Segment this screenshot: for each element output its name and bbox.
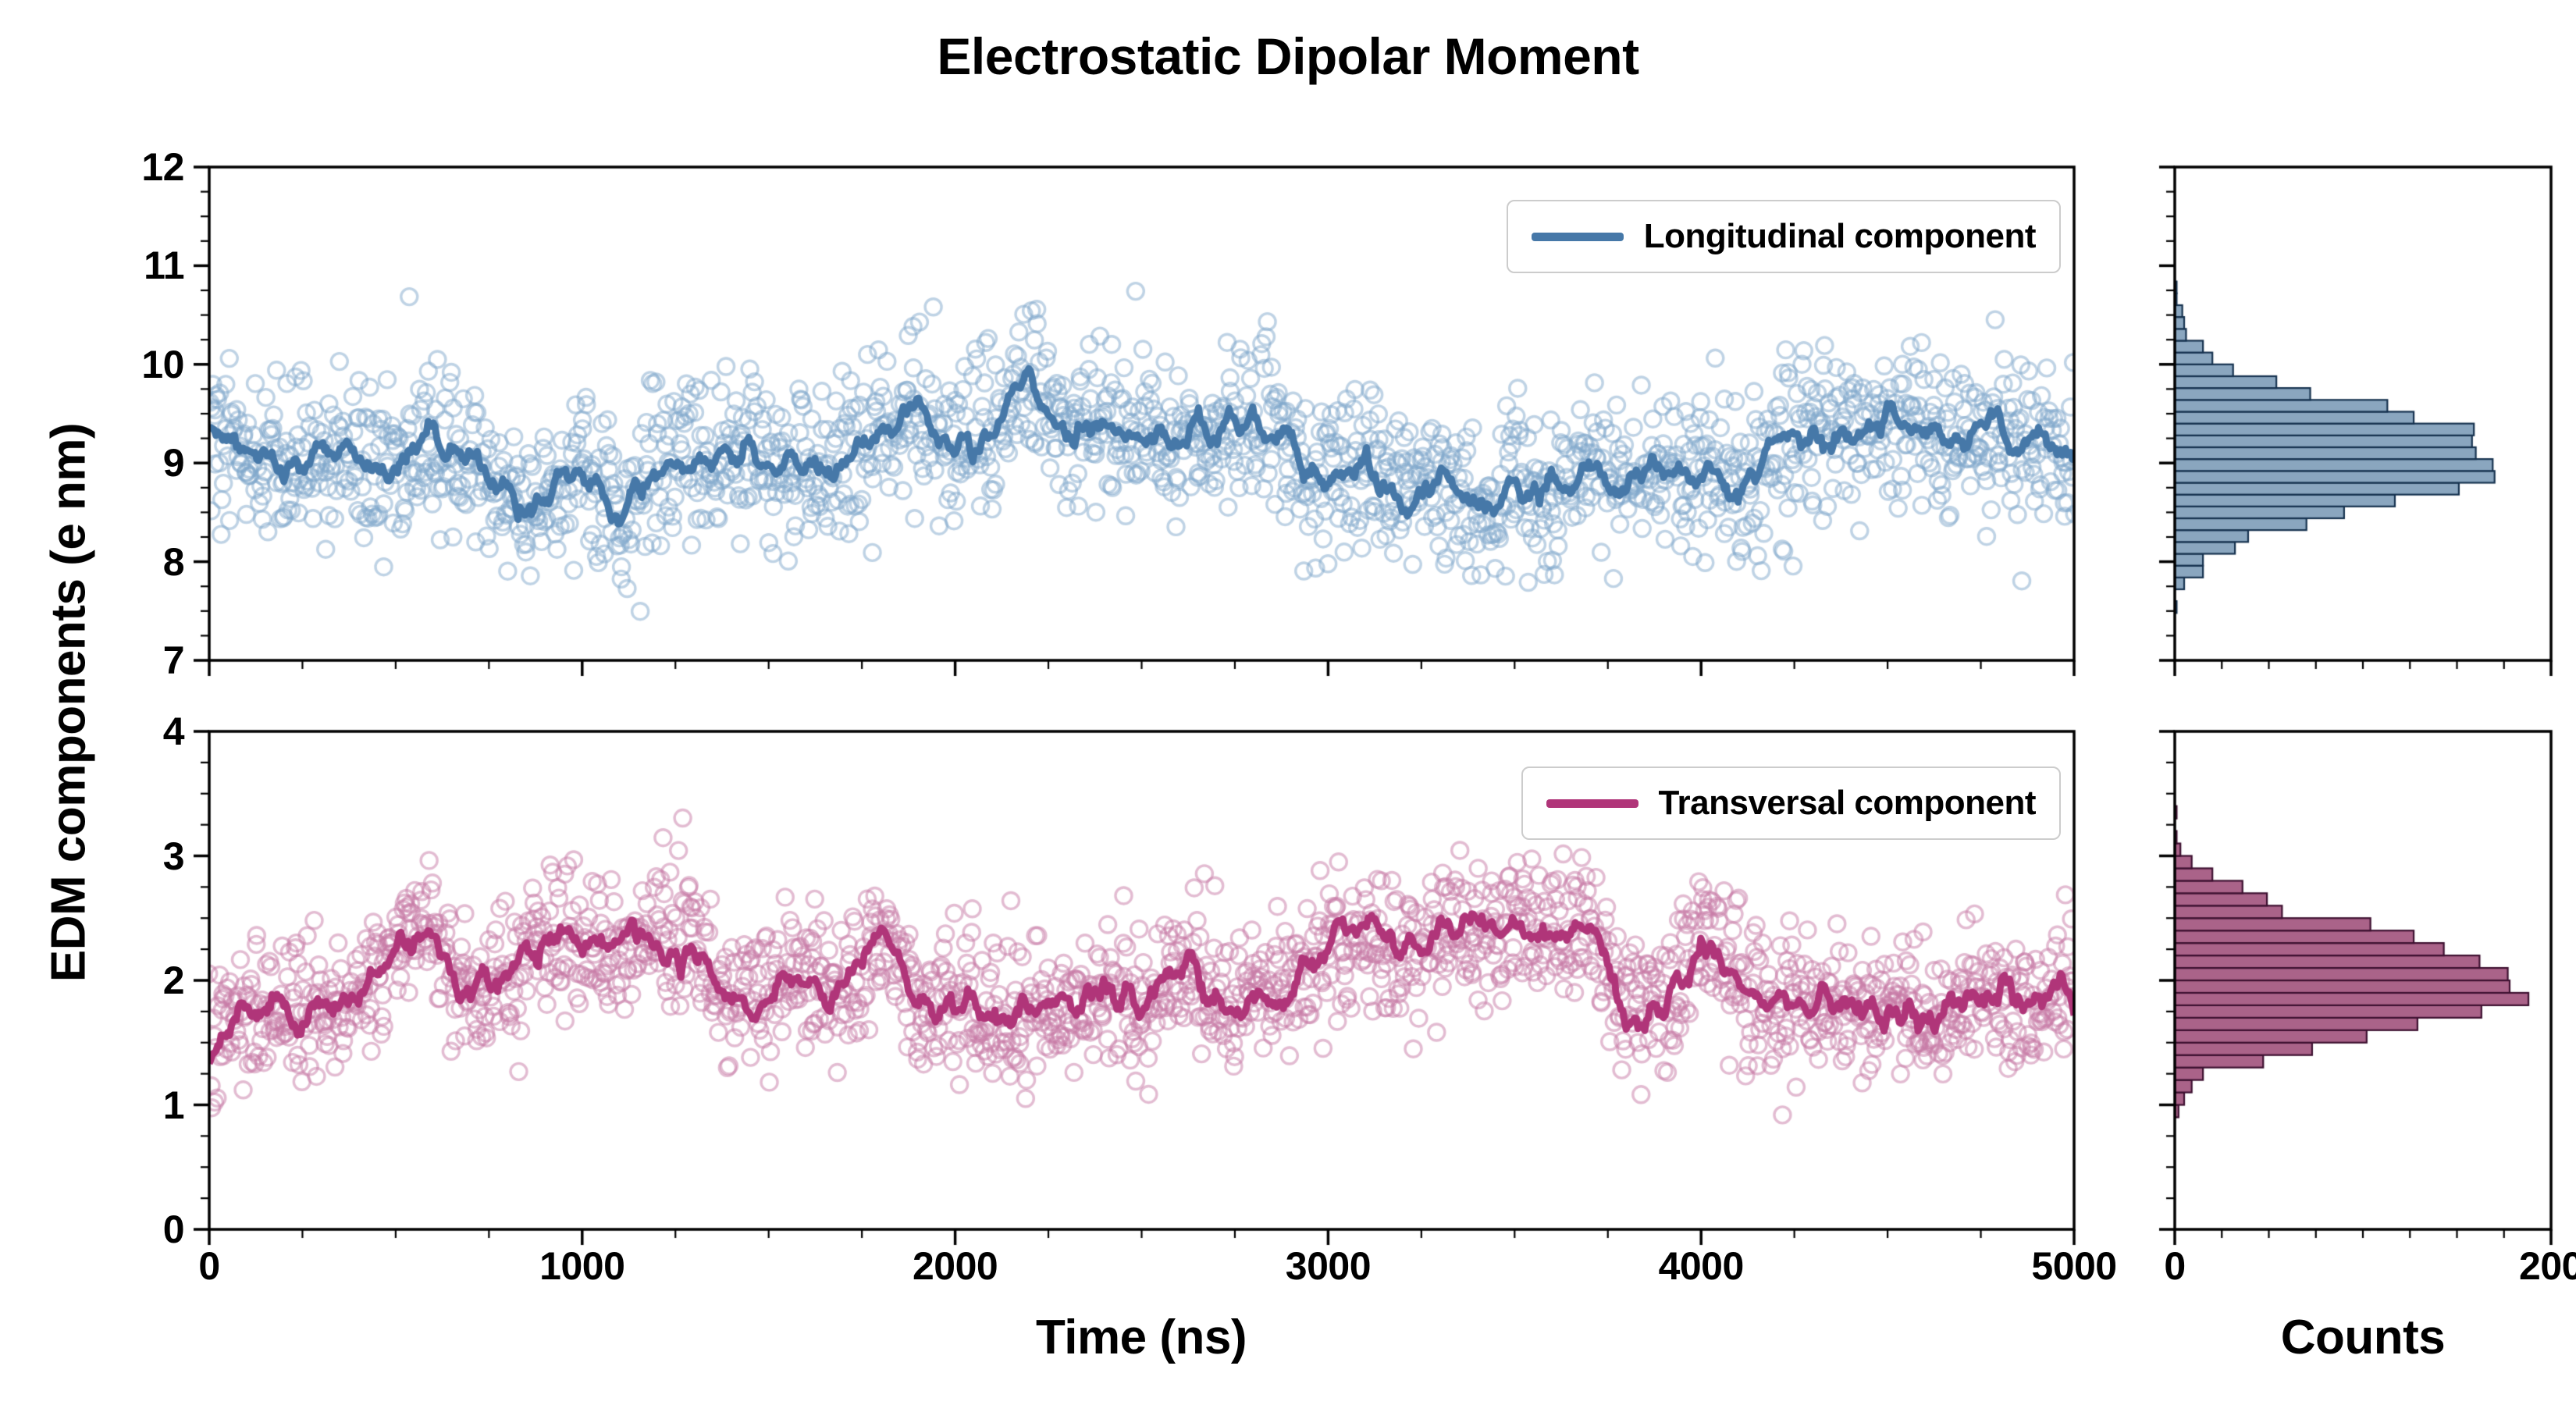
y-tick-label: 0 bbox=[162, 1208, 185, 1251]
legend-longitudinal: Longitudinal component bbox=[1506, 200, 2061, 273]
x-tick-label: 0 bbox=[2164, 1244, 2186, 1288]
x-tick-label: 200 bbox=[2519, 1244, 2576, 1288]
y-tick-label: 9 bbox=[162, 441, 185, 486]
x-tick-label: 5000 bbox=[2031, 1244, 2117, 1288]
legend-label-transversal: Transversal component bbox=[1658, 784, 2037, 822]
y-tick-label: 7 bbox=[162, 638, 185, 682]
legend-line-swatch-longitudinal bbox=[1531, 232, 1624, 241]
x-tick-label: 1000 bbox=[539, 1244, 625, 1288]
x-tick-label: 4000 bbox=[1658, 1244, 1745, 1288]
y-tick-label: 11 bbox=[144, 244, 184, 288]
x-tick-label: 3000 bbox=[1285, 1244, 1372, 1288]
y-axis-label: EDM components (e nm) bbox=[41, 422, 96, 983]
legend-label-longitudinal: Longitudinal component bbox=[1643, 217, 2037, 255]
x-axis-label: Time (ns) bbox=[1036, 1311, 1247, 1364]
x-tick-label: 2000 bbox=[912, 1244, 998, 1288]
x-tick-label: 0 bbox=[198, 1244, 220, 1288]
legend-line-swatch-transversal bbox=[1546, 799, 1638, 808]
y-tick-label: 1 bbox=[162, 1083, 185, 1127]
counts-axis-label: Counts bbox=[2280, 1311, 2446, 1364]
chart-title: Electrostatic Dipolar Moment bbox=[937, 27, 1639, 85]
y-tick-label: 10 bbox=[141, 342, 184, 386]
legend-transversal: Transversal component bbox=[1521, 767, 2061, 840]
y-tick-label: 8 bbox=[162, 539, 185, 584]
y-tick-label: 2 bbox=[162, 959, 185, 1002]
y-tick-label: 4 bbox=[162, 710, 185, 753]
y-tick-label: 3 bbox=[162, 834, 185, 878]
y-tick-label: 12 bbox=[141, 145, 184, 189]
